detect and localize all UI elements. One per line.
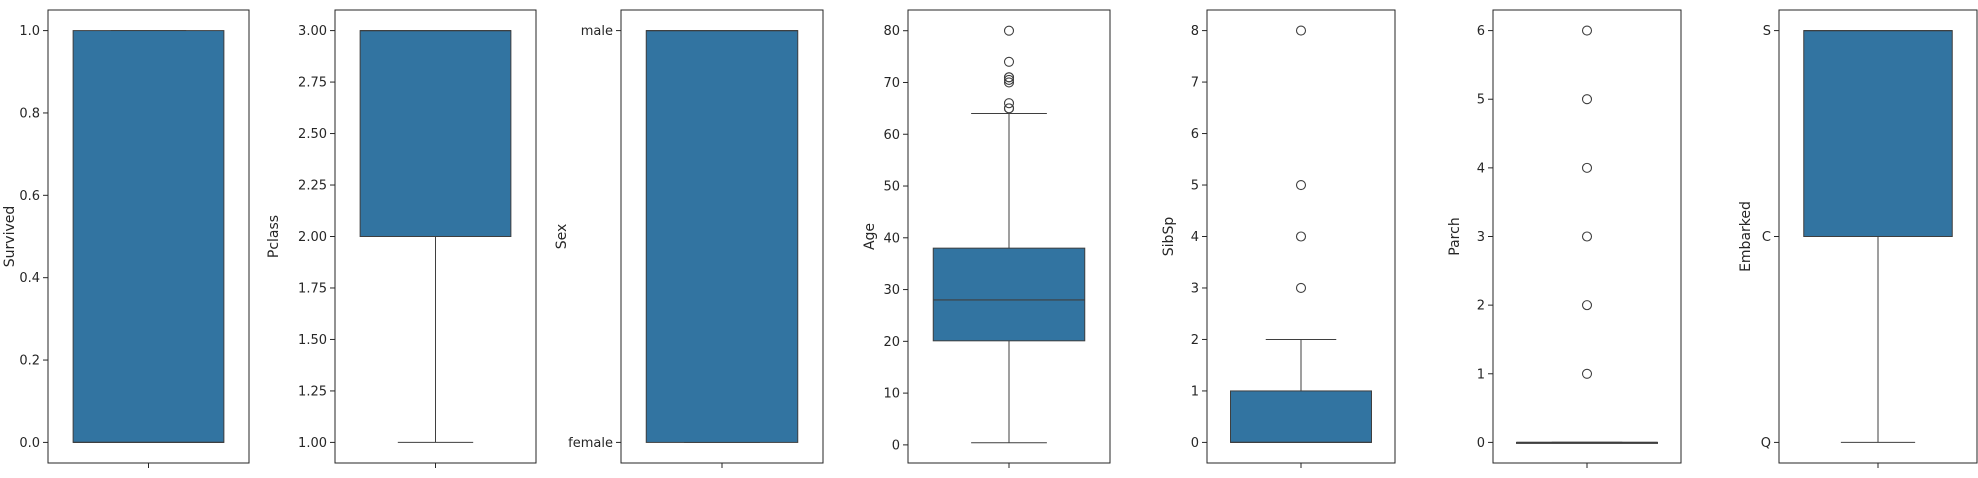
outlier-point [1003, 77, 1015, 88]
y-tick-label: 8 [1191, 24, 1199, 39]
y-tick-label: 3.00 [298, 24, 327, 39]
y-tick-label: 2 [1191, 333, 1199, 348]
y-tick-label: 20 [883, 335, 900, 350]
y-tick-label: 2.25 [298, 179, 327, 194]
y-tick-label: 4 [1477, 161, 1485, 176]
panel-parch: 0 1 2 3 4 5 6 Parch [1447, 9, 1682, 468]
y-tick-label: 1.0 [19, 24, 40, 39]
y-tick-label: 50 [883, 180, 900, 195]
y-tick-label: 1.25 [298, 384, 327, 399]
y-tick-label: 1 [1477, 367, 1485, 382]
y-tick-label: 0 [892, 438, 900, 453]
y-tick-label: 5 [1477, 93, 1485, 108]
y-tick-label: 60 [883, 128, 900, 143]
panel-sex: female male Sex [554, 9, 824, 468]
outlier-point [1003, 103, 1015, 114]
y-tick-label: 10 [883, 387, 900, 402]
y-tick-label: 0.2 [19, 354, 40, 369]
y-tick-label: 4 [1191, 230, 1199, 245]
y-tick-label: 2.00 [298, 230, 327, 245]
iqr-box [645, 30, 799, 443]
iqr-box [359, 30, 512, 237]
y-tick-label: 6 [1191, 127, 1199, 142]
y-tick-label: 80 [883, 24, 900, 39]
outlier-point [1003, 25, 1015, 36]
y-tick-label: 5 [1191, 179, 1199, 194]
y-tick-label: 2 [1477, 299, 1485, 314]
y-tick-label: 0.4 [19, 271, 40, 286]
y-tick-label: 0.6 [19, 189, 40, 204]
iqr-box [1230, 390, 1372, 443]
y-tick-label: 0 [1191, 436, 1199, 451]
y-axis-label: Pclass [266, 215, 282, 258]
y-tick-label: 7 [1191, 76, 1199, 91]
outlier-point [1003, 56, 1015, 67]
y-axis-label: Embarked [1738, 201, 1754, 272]
outlier-point [1581, 162, 1593, 173]
outlier-point [1003, 98, 1015, 109]
outlier-point [1003, 74, 1015, 85]
iqr-box [72, 30, 225, 443]
outlier-point [1581, 231, 1593, 242]
y-tick-label: S [1763, 24, 1771, 39]
y-tick-label: 0.8 [19, 106, 40, 121]
y-tick-label: 3 [1191, 281, 1199, 296]
outlier-point [1295, 231, 1307, 242]
panel-embarked: Q C S Embarked [1738, 9, 1978, 468]
y-tick-label: male [581, 24, 613, 39]
y-tick-label: Q [1761, 436, 1771, 451]
outlier-point [1295, 25, 1307, 36]
y-tick-label: 1.00 [298, 436, 327, 451]
y-axis-label: Parch [1447, 217, 1463, 255]
y-axis-label: Sex [554, 224, 570, 250]
outlier-point [1581, 368, 1593, 379]
y-tick-label: 2.50 [298, 127, 327, 142]
y-tick-label: 70 [883, 76, 900, 91]
outlier-point [1581, 25, 1593, 36]
panel-survived: 0.0 0.2 0.4 0.6 0.8 1.0 Survived [2, 9, 250, 468]
y-tick-label: 6 [1477, 24, 1485, 39]
y-tick-label: 1.50 [298, 333, 327, 348]
outlier-point [1003, 72, 1015, 83]
y-axis-label: Survived [2, 206, 18, 267]
outlier-point [1581, 94, 1593, 105]
y-tick-label: C [1762, 230, 1771, 245]
y-tick-label: 1.75 [298, 281, 327, 296]
panel-pclass: 1.00 1.25 1.50 1.75 2.00 2.25 2.50 2.75 3.00 Pcla… [266, 9, 537, 468]
y-tick-label: 1 [1191, 384, 1199, 399]
y-tick-label: 3 [1477, 230, 1485, 245]
y-axis-label: Age [862, 223, 878, 250]
y-tick-label: 40 [883, 231, 900, 246]
y-tick-label: 0.0 [19, 436, 40, 451]
axes-frame [1492, 9, 1682, 464]
outlier-point [1295, 179, 1307, 191]
iqr-box [932, 247, 1086, 342]
panel-sibsp: 0 1 2 3 4 5 6 7 8 SibSp [1161, 9, 1396, 468]
panel-age: 0 10 20 30 40 50 60 70 80 Age [862, 9, 1111, 468]
y-tick-label: female [568, 436, 613, 451]
outlier-point [1581, 300, 1593, 311]
outlier-point [1295, 282, 1307, 294]
y-tick-label: 0 [1477, 436, 1485, 451]
iqr-box [1803, 30, 1953, 237]
y-tick-label: 2.75 [298, 76, 327, 91]
y-tick-label: 30 [883, 283, 900, 298]
y-axis-label: SibSp [1161, 217, 1177, 257]
